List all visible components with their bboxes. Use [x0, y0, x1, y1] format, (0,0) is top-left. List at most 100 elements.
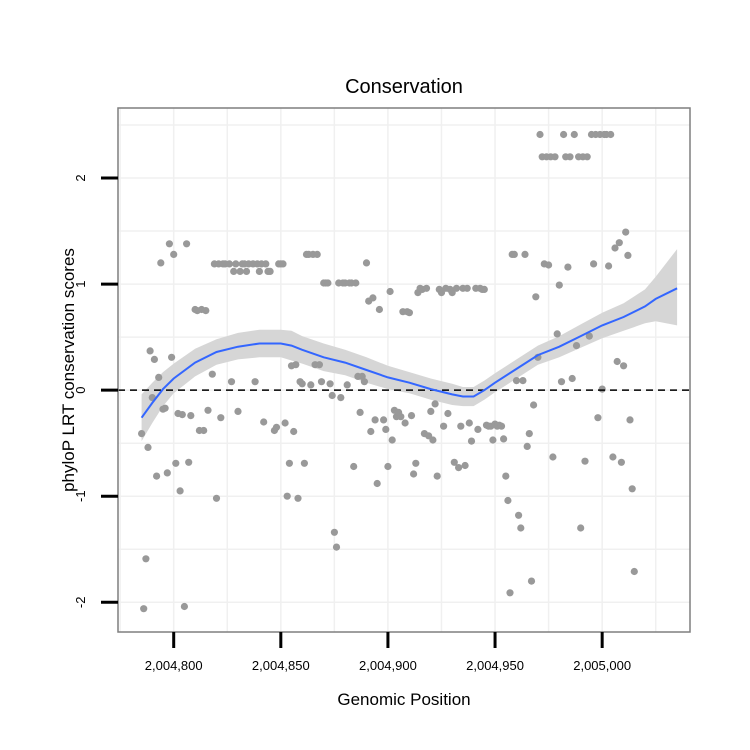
- data-point: [202, 307, 210, 315]
- data-point: [440, 422, 448, 430]
- data-point: [328, 391, 336, 400]
- data-point: [427, 407, 435, 415]
- data-point: [510, 250, 518, 258]
- data-point: [630, 567, 638, 576]
- data-point: [572, 342, 581, 350]
- grid: [118, 108, 690, 632]
- smooth-line-layer: [140, 287, 678, 419]
- data-point: [517, 524, 525, 532]
- data-point: [313, 250, 321, 258]
- data-point: [480, 285, 488, 293]
- x-tick-label: 2,004,850: [252, 658, 310, 673]
- data-point: [583, 153, 591, 161]
- data-point: [230, 267, 238, 275]
- data-point: [598, 385, 606, 393]
- data-point: [373, 479, 381, 488]
- data-point: [138, 430, 146, 438]
- data-point: [369, 294, 377, 302]
- data-point: [352, 279, 360, 287]
- data-point: [455, 464, 463, 472]
- data-point: [150, 355, 158, 363]
- data-point: [332, 543, 341, 551]
- data-point: [500, 435, 508, 443]
- data-point: [262, 260, 270, 268]
- data-point: [161, 404, 169, 412]
- smooth-trend-line: [140, 287, 678, 419]
- data-point: [536, 130, 544, 139]
- data-point: [260, 418, 268, 426]
- data-point: [397, 413, 405, 421]
- data-point: [326, 380, 334, 388]
- data-point: [144, 443, 152, 451]
- data-point: [157, 259, 165, 267]
- data-point: [615, 239, 623, 247]
- data-point: [362, 259, 371, 267]
- data-point: [337, 394, 345, 402]
- data-point: [294, 494, 302, 502]
- data-point: [624, 251, 632, 259]
- y-tick-label: -2: [73, 597, 88, 609]
- data-point: [315, 361, 323, 369]
- data-point: [165, 240, 173, 248]
- data-point: [590, 260, 598, 268]
- data-point: [285, 459, 293, 467]
- data-point: [577, 524, 585, 532]
- data-point: [388, 436, 396, 444]
- data-point: [168, 353, 176, 361]
- data-point: [502, 472, 510, 480]
- data-point: [298, 380, 306, 388]
- data-point: [570, 130, 578, 139]
- data-point: [153, 472, 161, 480]
- data-point: [170, 250, 178, 258]
- data-point: [317, 378, 326, 386]
- y-axis-title: phyloP LRT conservation scores: [59, 248, 78, 492]
- x-axis: 2,004,800 2,004,850 2,004,900 2,004,950 2,00…: [145, 632, 631, 673]
- data-point: [187, 412, 195, 420]
- data-point: [626, 416, 634, 424]
- data-point: [401, 419, 409, 427]
- data-point: [242, 267, 251, 275]
- data-point: [386, 287, 394, 296]
- data-point: [497, 422, 506, 430]
- data-point: [185, 458, 193, 466]
- y-tick-label: 1: [73, 280, 88, 287]
- data-point: [290, 427, 298, 436]
- data-point: [530, 401, 538, 409]
- data-point: [142, 555, 150, 563]
- data-point: [236, 267, 244, 275]
- data-point: [617, 458, 626, 466]
- data-point: [176, 487, 184, 495]
- data-point: [180, 602, 188, 611]
- data-point: [292, 361, 300, 369]
- data-point: [609, 453, 617, 461]
- data-point: [330, 528, 338, 536]
- data-point: [155, 373, 163, 381]
- data-point: [450, 458, 458, 466]
- data-point: [204, 406, 212, 414]
- data-point: [307, 381, 315, 389]
- data-point: [324, 279, 332, 287]
- data-point: [380, 416, 388, 424]
- data-point: [553, 330, 561, 338]
- data-point: [620, 362, 628, 370]
- data-point: [515, 511, 523, 519]
- data-point: [232, 260, 240, 268]
- data-point: [521, 250, 529, 258]
- data-point: [433, 472, 441, 480]
- data-point: [183, 240, 191, 248]
- data-point: [431, 400, 439, 408]
- data-point: [384, 462, 392, 471]
- x-tick-label: 2,004,950: [466, 658, 524, 673]
- data-point: [506, 589, 514, 597]
- data-point: [225, 260, 233, 268]
- chart-title: Conservation: [345, 76, 463, 98]
- data-point: [371, 416, 379, 424]
- data-point: [611, 244, 619, 252]
- x-tick-label: 2,005,000: [573, 658, 631, 673]
- data-point: [519, 377, 527, 385]
- data-point: [585, 332, 593, 340]
- data-point: [367, 427, 375, 436]
- data-point: [272, 423, 281, 431]
- data-point: [467, 437, 476, 445]
